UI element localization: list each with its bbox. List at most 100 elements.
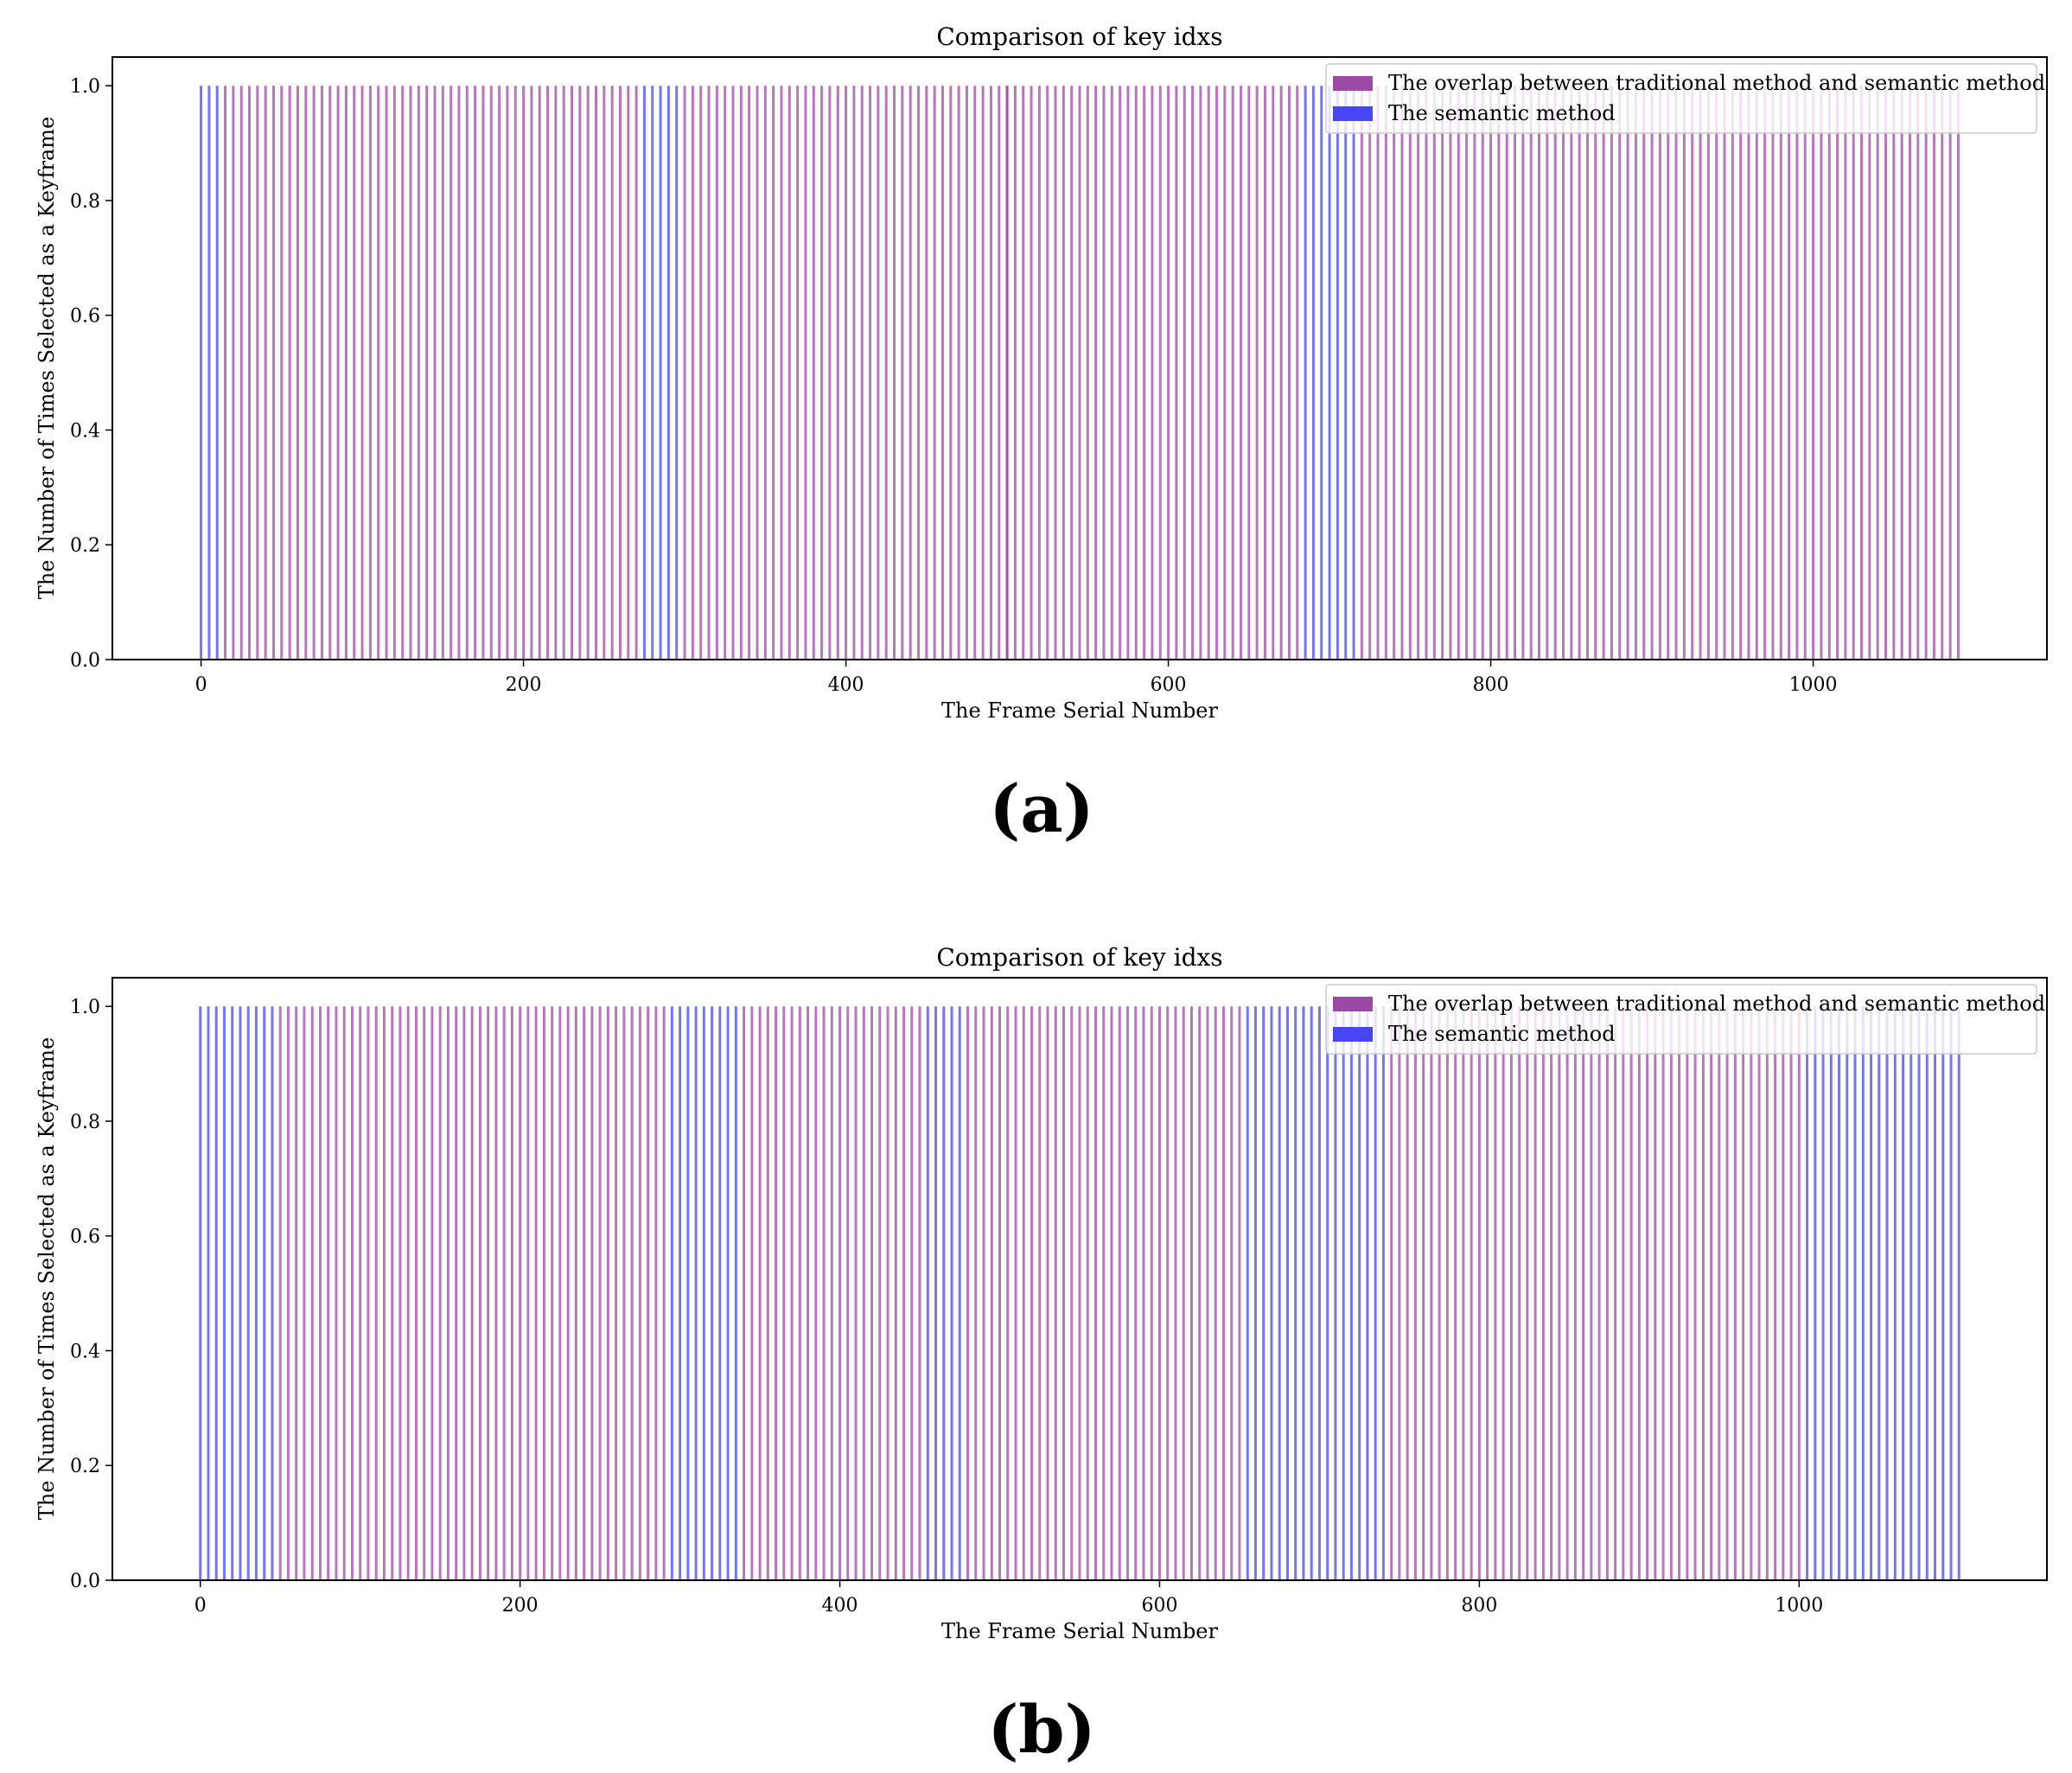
chart-b-legend-semantic-swatch: [1333, 1027, 1373, 1042]
chart-a-bar: [1344, 86, 1348, 660]
chart-b-title: Comparison of key idxs: [936, 943, 1222, 972]
chart-a-bar: [691, 86, 694, 660]
chart-b-bar: [342, 1006, 346, 1580]
chart-a-bar: [812, 86, 815, 660]
chart-a-bar: [1384, 86, 1387, 660]
chart-a-bar: [320, 86, 323, 660]
chart-b-bar: [679, 1006, 682, 1580]
chart-a-bar: [804, 86, 807, 660]
chart-a-bar: [1610, 86, 1613, 660]
chart-a-bar: [828, 86, 832, 660]
chart-a-bar: [498, 86, 501, 660]
chart-b-bar: [1629, 1006, 1633, 1580]
chart-b-bar: [1158, 1006, 1161, 1580]
chart-b-ytick-label: 0.4: [70, 1341, 100, 1362]
chart-a-bar: [1682, 86, 1686, 660]
chart-a-bar: [787, 86, 791, 660]
chart-b-bar: [918, 1006, 921, 1580]
chart-b-bar: [558, 1006, 562, 1580]
chart-a-bar: [1852, 86, 1855, 660]
chart-b-bar: [1238, 1006, 1241, 1580]
chart-a-bar: [425, 86, 429, 660]
chart-b-bar: [1349, 1006, 1353, 1580]
chart-a-bar: [1134, 86, 1138, 660]
chart-a-bar: [1868, 86, 1871, 660]
chart-a-bar: [1521, 86, 1525, 660]
chart-a-bar: [522, 86, 526, 660]
chart-b-bar: [1870, 1006, 1873, 1580]
chart-b-bar: [910, 1006, 914, 1580]
chart-b-bar: [1022, 1006, 1025, 1580]
chart-a-legend: The overlap between traditional method a…: [1325, 63, 2045, 134]
chart-b-bar: [718, 1006, 722, 1580]
chart-b-bar: [1230, 1006, 1234, 1580]
chart-b-bar: [1142, 1006, 1145, 1580]
chart-a-bar: [1836, 86, 1839, 660]
chart-a-bar: [860, 86, 864, 660]
chart-b-bar: [1438, 1006, 1441, 1580]
chart-a-bar: [642, 86, 646, 660]
chart-a-bar: [1546, 86, 1549, 660]
chart-b-bar: [886, 1006, 889, 1580]
chart-b-bar: [1710, 1006, 1713, 1580]
chart-b-bar: [1701, 1006, 1705, 1580]
chart-b-xlabel: The Frame Serial Number: [941, 1619, 1219, 1643]
chart-a-bar: [780, 86, 783, 660]
chart-a-bar: [1674, 86, 1678, 660]
chart-b-bar: [686, 1006, 690, 1580]
chart-b-bar: [966, 1006, 970, 1580]
chart-a-xtick-label: 200: [506, 674, 542, 696]
chart-b-bar: [726, 1006, 730, 1580]
chart-b-bar: [1725, 1006, 1729, 1580]
chart-a-bar: [731, 86, 735, 660]
chart-a-bar: [1078, 86, 1081, 660]
chart-a-bar: [1037, 86, 1041, 660]
chart-a-bar: [1393, 86, 1396, 660]
chart-a-bar: [957, 86, 960, 660]
chart-b-bar: [1661, 1006, 1665, 1580]
chart-a-legend-semantic-label: The semantic method: [1388, 101, 1616, 125]
chart-b-bar: [806, 1006, 810, 1580]
chart-b-bar: [1541, 1006, 1545, 1580]
chart-b-bar: [1062, 1006, 1065, 1580]
chart-a-bar: [239, 86, 243, 660]
chart-b-bar: [1406, 1006, 1409, 1580]
chart-a-bar: [207, 86, 211, 660]
chart-b-bar: [423, 1006, 426, 1580]
chart-b-bar: [1934, 1006, 1937, 1580]
chart-a-bar: [627, 86, 630, 660]
chart-a-bar: [336, 86, 340, 660]
chart-b-bar: [1486, 1006, 1489, 1580]
chart-b-bar: [1413, 1006, 1417, 1580]
chart-b-bar: [1622, 1006, 1625, 1580]
chart-b-bar: [1917, 1006, 1921, 1580]
chart-b-bar: [782, 1006, 786, 1580]
chart-b-bar: [1765, 1006, 1769, 1580]
chart-b-bar: [1278, 1006, 1281, 1580]
chart-b-bar: [1654, 1006, 1657, 1580]
chart-a-bar: [1441, 86, 1444, 660]
chart-b: Comparison of key idxs 0 200 400 600 800 1000…: [35, 943, 2048, 1768]
chart-b-series-1: [199, 1006, 1960, 1580]
chart-b-bar: [1381, 1006, 1385, 1580]
chart-b-bar: [1166, 1006, 1170, 1580]
chart-a-bar: [1812, 86, 1815, 660]
chart-a-plot-area: [200, 86, 1960, 660]
chart-a-bar: [884, 86, 888, 660]
chart-b-bar: [926, 1006, 929, 1580]
chart-b-bar: [350, 1006, 354, 1580]
chart-a-bar: [1272, 86, 1275, 660]
chart-b-bar: [958, 1006, 961, 1580]
chart-b-bar: [606, 1006, 609, 1580]
chart-a-bar: [1143, 86, 1146, 660]
chart-b-bar: [1398, 1006, 1401, 1580]
chart-a-bar: [232, 86, 235, 660]
chart-b-bar: [1838, 1006, 1841, 1580]
chart-a-bar: [1779, 86, 1782, 660]
chart-a-bar: [1417, 86, 1420, 660]
chart-a-bar: [1425, 86, 1428, 660]
chart-a-bar: [1062, 86, 1065, 660]
chart-b-bar: [870, 1006, 874, 1580]
chart-a-bar: [1578, 86, 1581, 660]
chart-a-bar: [772, 86, 775, 660]
